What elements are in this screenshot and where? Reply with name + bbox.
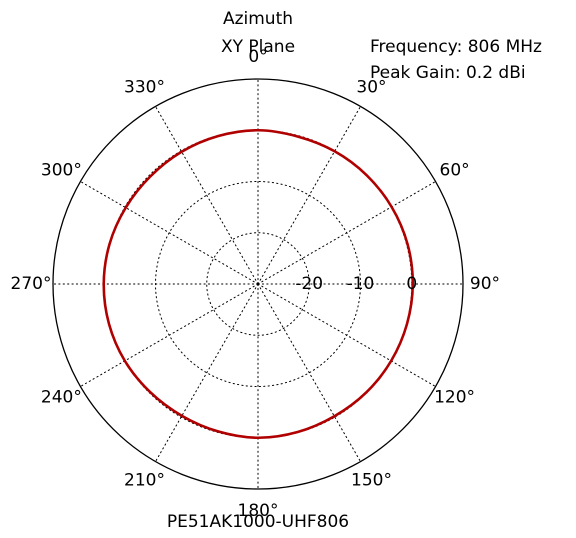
peak-gain-label: Peak Gain: 0.2 dBi bbox=[370, 63, 526, 83]
angle-tick-label: 30° bbox=[356, 77, 386, 97]
angle-tick-label: 60° bbox=[440, 161, 470, 181]
angle-tick-label: 300° bbox=[41, 161, 82, 181]
series-layer bbox=[102, 128, 415, 440]
angle-tick-label: 0° bbox=[248, 47, 267, 67]
radial-tick-label: -10 bbox=[347, 274, 375, 294]
angle-gridline bbox=[155, 283, 259, 463]
radial-gridline bbox=[155, 181, 361, 387]
chart-title: Azimuth bbox=[223, 9, 293, 29]
frequency-label: Frequency: 806 MHz bbox=[370, 37, 542, 57]
angle-tick-label: 150° bbox=[351, 471, 392, 491]
polar-frame bbox=[52, 78, 464, 490]
radial-gridline bbox=[206, 232, 310, 336]
chart-subtitle: XY Plane bbox=[221, 37, 295, 57]
radial-tick-label: 0 bbox=[406, 274, 417, 294]
angle-tick-label: 90° bbox=[470, 274, 500, 294]
angle-tick-label: 240° bbox=[41, 388, 82, 408]
center-point bbox=[256, 282, 260, 286]
angle-gridline bbox=[257, 105, 361, 285]
angle-tick-label: 210° bbox=[124, 471, 165, 491]
radial-tick-label: -20 bbox=[295, 274, 323, 294]
gain-pattern-line bbox=[102, 128, 415, 440]
angle-gridline bbox=[155, 105, 259, 285]
grid-layer bbox=[52, 78, 464, 490]
model-label: PE51AK1000-UHF806 bbox=[167, 512, 349, 532]
angle-tick-label: 270° bbox=[11, 274, 52, 294]
angle-tick-label: 180° bbox=[238, 501, 279, 521]
label-layer: 0° 30° 60° 90° 120° 150° 180° 210° 240° 270° 300° 3… bbox=[11, 47, 501, 521]
angle-tick-label: 330° bbox=[124, 77, 165, 97]
angle-tick-label: 120° bbox=[434, 388, 475, 408]
